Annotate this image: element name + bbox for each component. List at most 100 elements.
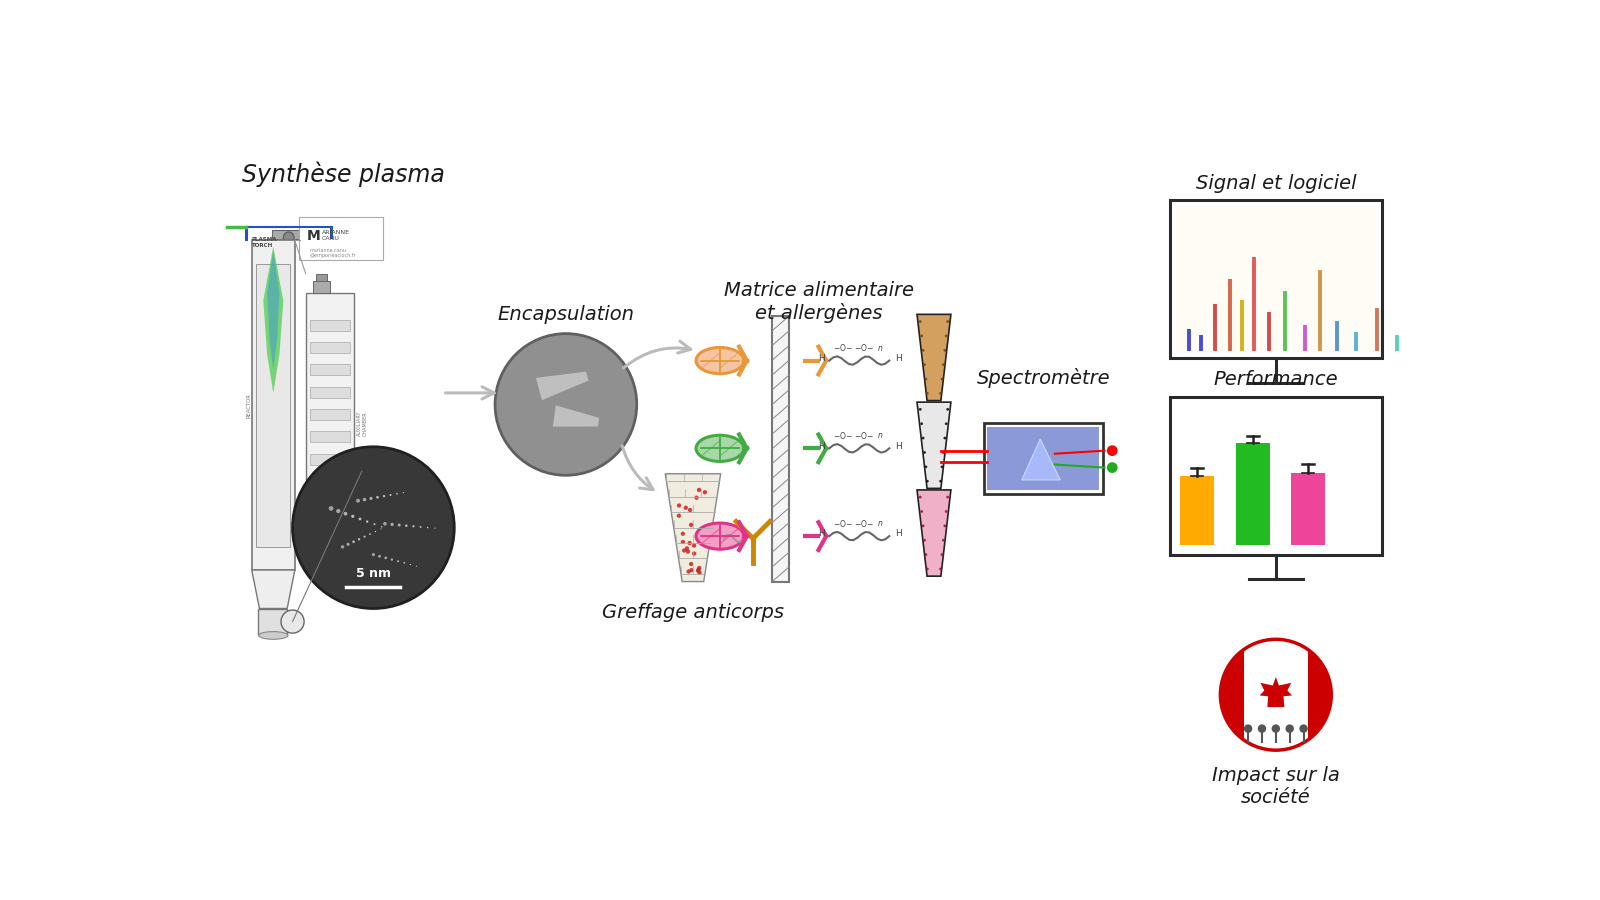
Bar [272,230,306,238]
Circle shape [382,495,386,498]
Bar [984,423,1102,494]
Text: $-$O$-$: $-$O$-$ [854,430,874,441]
Bar [251,240,294,570]
Text: Synthèse plasma: Synthèse plasma [243,162,445,187]
Circle shape [680,540,685,544]
Circle shape [1285,724,1294,733]
Bar [1170,201,1382,358]
Circle shape [923,364,926,366]
Ellipse shape [696,436,744,462]
Bar [256,264,290,547]
Bar [310,364,349,375]
Text: Performance: Performance [1214,370,1339,389]
Circle shape [946,496,949,499]
Circle shape [682,548,686,553]
Circle shape [923,451,926,454]
Circle shape [382,522,387,526]
Text: AUXILIARY
CHAMBER: AUXILIARY CHAMBER [357,411,368,436]
Circle shape [378,554,381,558]
Text: $-$O$-$: $-$O$-$ [854,518,874,529]
Polygon shape [267,250,280,370]
Circle shape [702,491,707,494]
Circle shape [370,497,373,500]
Bar [310,387,349,398]
Bar [310,410,349,419]
Text: ARIANNE
CANU: ARIANNE CANU [322,230,350,241]
Circle shape [677,503,682,508]
Text: Spectromètre: Spectromètre [976,367,1110,388]
Text: Encapsulation: Encapsulation [498,305,635,324]
Circle shape [347,543,350,546]
Polygon shape [536,372,589,400]
Circle shape [405,525,408,527]
Circle shape [698,488,701,492]
Circle shape [357,499,360,503]
Circle shape [363,536,365,537]
Circle shape [946,422,947,425]
Circle shape [685,546,690,551]
Circle shape [1272,724,1280,733]
Circle shape [390,523,394,526]
Ellipse shape [259,632,288,639]
Circle shape [696,568,701,572]
Text: H: H [818,529,824,538]
Text: REACTOR: REACTOR [246,392,251,418]
Text: H: H [818,442,824,451]
Circle shape [336,508,341,513]
Polygon shape [554,405,598,427]
Text: $-$O$-$: $-$O$-$ [834,342,853,354]
Circle shape [922,349,925,352]
Polygon shape [251,570,294,608]
Circle shape [688,508,693,512]
Bar [1291,472,1325,545]
Circle shape [390,558,394,561]
Circle shape [922,525,925,527]
Circle shape [918,320,922,323]
Text: marianne.canu: marianne.canu [309,248,347,253]
Bar [310,454,349,464]
Circle shape [376,496,379,499]
Circle shape [918,496,922,499]
Circle shape [926,392,928,395]
Bar [314,281,330,292]
Circle shape [944,349,946,352]
Circle shape [1243,724,1253,733]
Circle shape [686,549,690,554]
Text: H: H [818,354,824,363]
Circle shape [946,510,947,513]
Circle shape [384,556,387,559]
Circle shape [696,569,701,573]
Circle shape [944,525,946,527]
Circle shape [350,515,354,518]
Circle shape [923,539,926,542]
Circle shape [946,320,949,323]
Circle shape [403,562,405,563]
Circle shape [1258,724,1266,733]
Circle shape [706,532,710,536]
Circle shape [698,571,702,575]
Circle shape [419,526,421,527]
Bar [306,292,354,554]
Ellipse shape [696,347,744,374]
Circle shape [389,494,392,496]
Circle shape [370,534,371,535]
Circle shape [328,506,333,510]
Circle shape [366,520,368,523]
Polygon shape [917,314,950,400]
Text: n: n [878,431,883,440]
Bar [773,316,789,581]
Text: @emporieacloch.fr: @emporieacloch.fr [309,254,357,258]
Bar [1170,397,1382,554]
Bar [1176,402,1376,549]
Polygon shape [1022,439,1061,480]
Circle shape [918,408,922,410]
Text: Greffage anticorps: Greffage anticorps [602,603,784,622]
Circle shape [1107,446,1118,456]
Text: H: H [894,354,901,363]
Circle shape [688,541,691,545]
Polygon shape [917,402,950,489]
Text: M: M [307,229,320,243]
Polygon shape [666,473,720,581]
Text: n: n [878,344,883,353]
Bar [310,342,349,353]
